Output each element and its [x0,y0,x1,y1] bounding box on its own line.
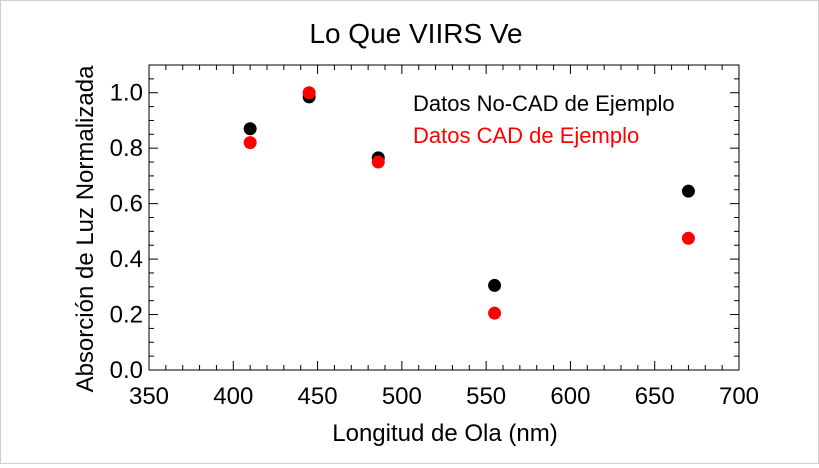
x-axis-label: Longitud de Ola (nm) [332,420,557,447]
x-tick-label: 500 [382,383,422,410]
x-tick-label: 550 [466,383,506,410]
data-point-series-1 [681,184,695,198]
y-tick-label: 0.0 [110,357,143,384]
y-tick-label: 0.2 [110,302,143,329]
x-tick-label: 650 [635,383,675,410]
y-axis: 0.0 0.2 0.4 0.6 0.8 1.0 [110,64,739,384]
data-point-series-2 [302,86,316,100]
legend-entry-2: Datos CAD de Ejemplo [413,123,639,148]
chart-title: Lo Que VIIRS Ve [309,18,522,49]
x-tick-label: 600 [550,383,590,410]
y-tick-label: 0.8 [110,135,143,162]
x-tick-label: 450 [298,383,338,410]
x-tick-label: 700 [719,383,759,410]
data-point-series-2 [243,136,257,150]
legend-entry-1: Datos No-CAD de Ejemplo [413,91,675,116]
data-point-series-1 [488,278,502,292]
data-point-series-2 [371,155,385,169]
y-tick-label: 0.6 [110,191,143,218]
y-axis-label: Absorción de Luz Normalizada [72,65,99,392]
data-point-series-1 [243,122,257,136]
x-tick-label: 350 [129,383,169,410]
data-point-series-2 [488,306,502,320]
y-tick-label: 0.4 [110,246,143,273]
x-tick-label: 400 [213,383,253,410]
data-points [243,86,695,320]
data-point-series-2 [681,231,695,245]
legend: Datos No-CAD de Ejemplo Datos CAD de Ejem… [413,91,675,148]
x-axis: 350 400 450 500 550 600 650 700 [129,65,759,410]
y-tick-label: 1.0 [110,80,143,107]
